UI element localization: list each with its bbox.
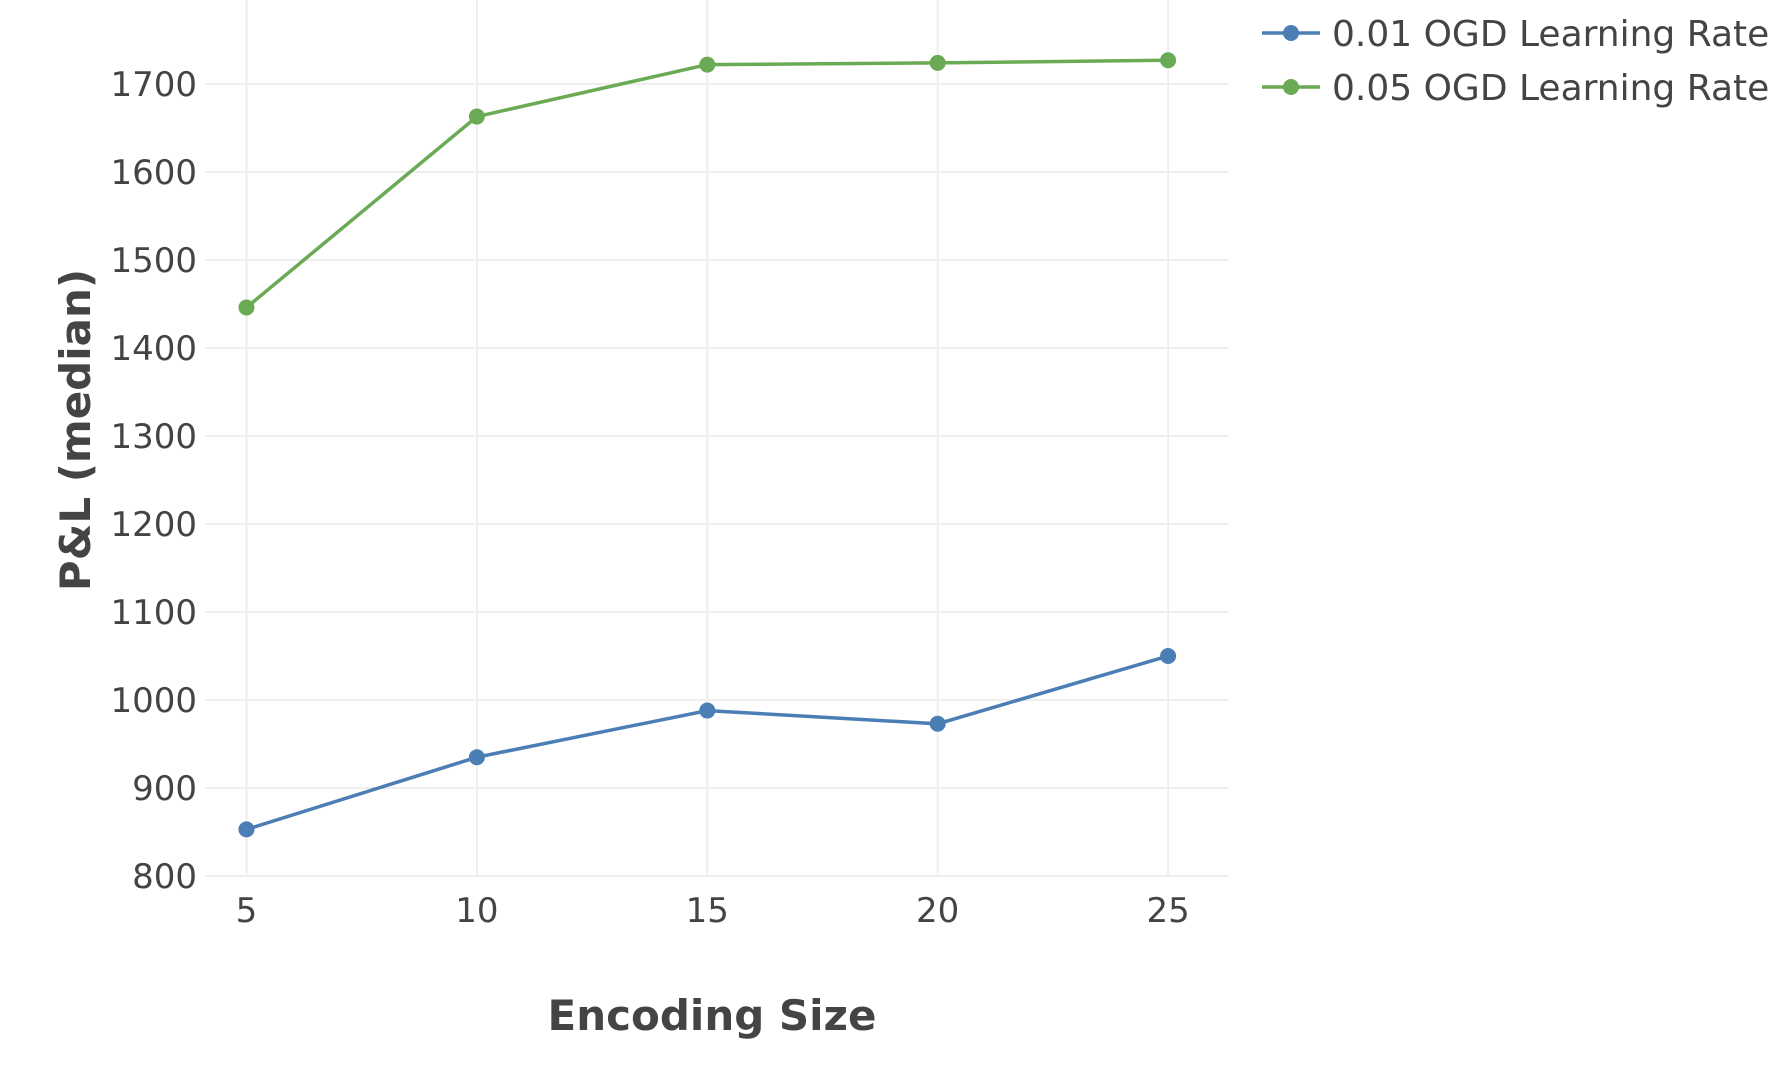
legend-label: 0.01 OGD Learning Rate xyxy=(1332,14,1769,55)
legend-item: 0.05 OGD Learning Rate xyxy=(1262,68,1769,109)
x-tick-label: 10 xyxy=(455,891,498,931)
y-tick-label: 1400 xyxy=(110,329,197,369)
x-tick-label: 20 xyxy=(916,891,959,931)
y-tick-label: 1600 xyxy=(110,153,197,193)
series-layer xyxy=(238,52,1177,838)
data-point xyxy=(1160,52,1177,69)
legend-marker xyxy=(1283,79,1299,95)
legend: 0.01 OGD Learning Rate 0.05 OGD Learning … xyxy=(1262,14,1769,109)
y-tick-label: 1100 xyxy=(110,593,197,633)
x-tick-label: 25 xyxy=(1146,891,1189,931)
y-axis-title: P&L (median) xyxy=(51,269,100,591)
legend-label: 0.05 OGD Learning Rate xyxy=(1332,68,1769,109)
x-axis-ticks: 5 10 15 20 25 xyxy=(236,891,1190,931)
y-tick-label: 1200 xyxy=(110,505,197,545)
data-point xyxy=(1160,648,1177,664)
y-tick-label: 1300 xyxy=(110,417,197,457)
y-tick-label: 900 xyxy=(132,769,197,809)
y-tick-label: 1500 xyxy=(110,241,197,281)
data-point xyxy=(699,702,716,719)
x-axis-title: Encoding Size xyxy=(548,991,877,1040)
x-tick-label: 5 xyxy=(236,891,258,931)
x-tick-label: 15 xyxy=(686,891,729,931)
y-axis-ticks: 800 900 1000 1100 1200 1300 1400 1500 1600 1700 xyxy=(110,65,197,897)
x-gridlines xyxy=(245,0,1170,876)
series-2 xyxy=(238,52,1177,316)
data-point xyxy=(238,299,255,316)
y-tick-label: 1700 xyxy=(110,65,197,105)
data-point xyxy=(699,56,716,73)
data-point xyxy=(238,821,255,838)
data-point xyxy=(929,715,946,732)
legend-item: 0.01 OGD Learning Rate xyxy=(1262,14,1769,55)
y-tick-label: 1000 xyxy=(110,681,197,721)
y-tick-label: 800 xyxy=(132,857,197,897)
legend-marker xyxy=(1283,25,1299,41)
data-point xyxy=(468,108,485,125)
series-1 xyxy=(238,648,1177,838)
data-point xyxy=(468,749,485,766)
data-point xyxy=(929,54,946,71)
y-gridlines xyxy=(205,83,1228,877)
